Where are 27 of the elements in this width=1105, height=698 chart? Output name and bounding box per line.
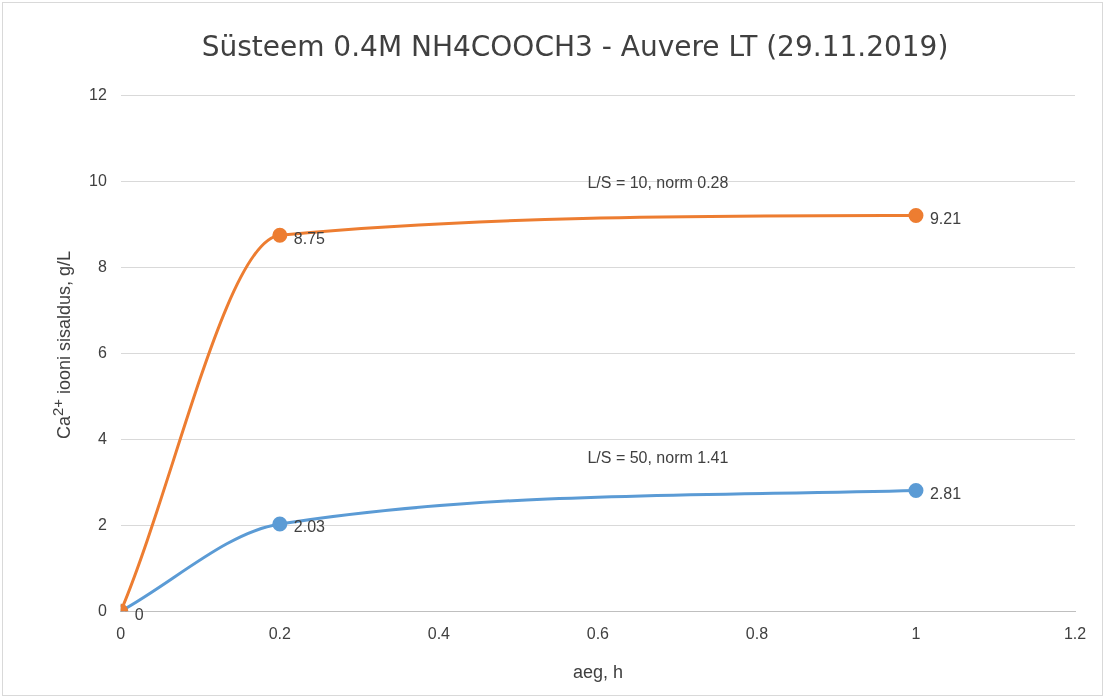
x-tick-label: 0.2 — [268, 625, 292, 643]
x-tick-label: 0.6 — [586, 625, 610, 643]
x-tick-label: 1 — [911, 625, 921, 643]
x-tick-label: 0.8 — [745, 625, 769, 643]
data-label: 2.81 — [929, 484, 962, 502]
point — [908, 207, 924, 223]
x-tick-label: 1.2 — [1063, 625, 1087, 643]
data-label: 8.75 — [293, 229, 326, 247]
point — [272, 516, 288, 532]
chart-title: Süsteem 0.4M NH4COOCH3 - Auvere LT (29.11.2019) — [201, 30, 949, 64]
y-tick-label: 0 — [97, 601, 107, 619]
x-axis-title: aeg, h — [572, 662, 623, 683]
y-tick-label: 12 — [89, 86, 107, 104]
x-tick-label: 0.4 — [427, 625, 451, 643]
data-label: 9.21 — [929, 209, 962, 227]
y-tick-label: 10 — [89, 171, 107, 189]
y-tick-label: 4 — [97, 429, 107, 447]
series-label: L/S = 10, norm 0.28 — [587, 173, 729, 191]
y-tick-label: 6 — [97, 343, 107, 361]
y-tick-label: 2 — [97, 515, 107, 533]
data-label: 0 — [134, 605, 144, 623]
x-tick-label: 0 — [116, 625, 126, 643]
point — [908, 482, 924, 498]
series-label: L/S = 50, norm 1.41 — [587, 448, 729, 466]
point — [272, 227, 288, 243]
data-label: 2.03 — [293, 518, 326, 536]
y-tick-label: 8 — [97, 257, 107, 275]
